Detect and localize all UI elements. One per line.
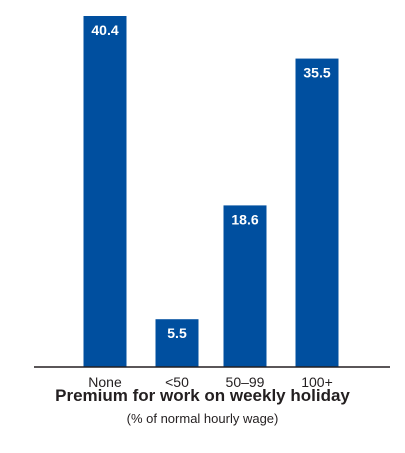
x-tick-label-0: None: [88, 374, 122, 390]
bars-group: 40.4 5.5 18.6 35.5: [83, 16, 339, 368]
x-tick-label-2: 50–99: [226, 374, 265, 390]
x-axis-subtitle: (% of normal hourly wage): [126, 411, 279, 426]
x-tick-label-3: 100+: [301, 374, 333, 390]
x-axis-title: Premium for work on weekly holiday: [55, 386, 350, 405]
bar-value-label-1: 5.5: [167, 325, 187, 341]
bar-3: [295, 58, 339, 368]
x-tick-label-1: <50: [165, 374, 189, 390]
bar-value-label-2: 18.6: [231, 211, 258, 227]
bar-value-label-3: 35.5: [303, 65, 330, 81]
bar-0: [83, 16, 127, 367]
bar-1: [155, 319, 199, 367]
bar-value-label-0: 40.4: [91, 22, 118, 38]
bar-2: [223, 205, 267, 367]
tick-labels-group: None <50 50–99 100+: [88, 374, 333, 390]
